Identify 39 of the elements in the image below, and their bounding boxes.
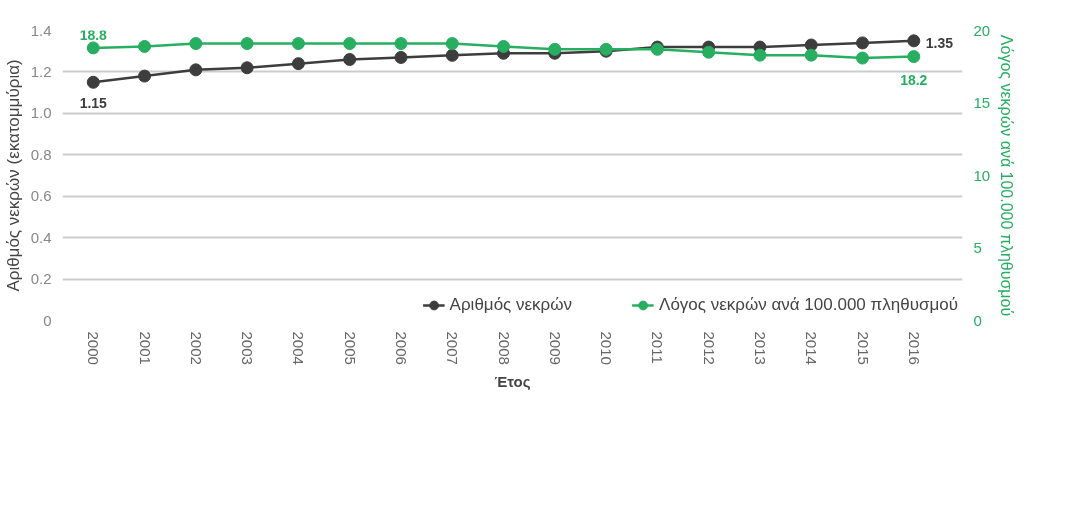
y2-tick-label: 10 [973, 166, 991, 184]
data-label: 1.15 [79, 95, 108, 112]
x-tick-label: 2016 [905, 331, 923, 365]
y-tick-label: 1.4 [30, 21, 52, 39]
x-tick-label: 2011 [649, 331, 667, 364]
y2-tick-label: 15 [973, 94, 991, 111]
x-tick-label: 2015 [854, 331, 872, 365]
x-tick-label: 2003 [239, 331, 257, 365]
x-tick-label: 2014 [803, 331, 821, 365]
x-tick-label: 2001 [136, 331, 154, 365]
y-tick-label: 0.2 [30, 270, 52, 288]
x-tick-label: 2009 [546, 331, 564, 365]
x-tick-label: 2012 [700, 331, 718, 365]
x-tick-label: 2010 [598, 331, 616, 365]
y-tick-label: 0.6 [30, 187, 52, 205]
y-tick-label: 0.8 [30, 145, 52, 163]
x-tick-label: 2000 [85, 331, 103, 365]
y2-tick-label: 0 [973, 311, 982, 329]
legend-label: Αριθμός νεκρών [449, 295, 573, 315]
x-tick-label: 2002 [187, 331, 205, 365]
x-tick-label: 2006 [392, 331, 410, 365]
data-label: 18.8 [79, 26, 108, 43]
y-tick-label: 1.0 [30, 104, 52, 122]
y2-tick-label: 20 [973, 21, 991, 39]
data-label: 1.35 [925, 34, 954, 51]
x-tick-label: 2005 [341, 331, 359, 365]
x-tick-label: 2004 [290, 331, 308, 365]
x-axis-title: Έτος [494, 372, 531, 390]
x-tick-label: 2007 [444, 331, 462, 365]
legend-label: Λόγος νεκρών ανά 100.000 πληθυσμού [659, 295, 958, 315]
y2-axis-title: Λόγος νεκρών ανά 100.000 πληθυσμού [998, 34, 1016, 317]
y-axis-title: Αριθμός νεκρών (εκατομμύρια) [3, 59, 23, 292]
y-tick-label: 0.4 [30, 228, 52, 246]
y-tick-label: 1.2 [30, 62, 52, 80]
y2-tick-label: 5 [973, 239, 982, 256]
x-tick-label: 2013 [751, 331, 769, 365]
data-label: 18.2 [900, 71, 928, 88]
y-tick-label: 0 [43, 311, 52, 329]
x-tick-label: 2008 [495, 331, 513, 365]
